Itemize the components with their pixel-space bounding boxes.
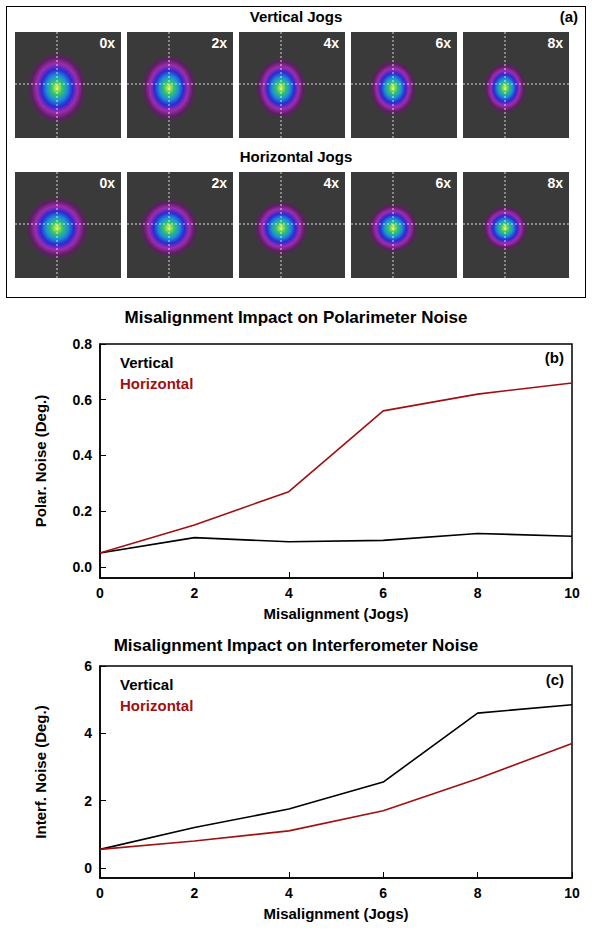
svg-text:Misalignment (Jogs): Misalignment (Jogs) xyxy=(263,605,408,622)
svg-text:2: 2 xyxy=(84,793,92,809)
svg-text:0x: 0x xyxy=(99,175,115,191)
svg-text:0.8: 0.8 xyxy=(73,336,93,352)
svg-text:0.0: 0.0 xyxy=(73,559,93,575)
svg-text:Horizontal: Horizontal xyxy=(120,375,193,392)
svg-text:Vertical: Vertical xyxy=(120,676,173,693)
svg-text:0.4: 0.4 xyxy=(73,447,93,463)
svg-text:Vertical Jogs: Vertical Jogs xyxy=(250,8,343,25)
svg-text:4x: 4x xyxy=(323,175,339,191)
svg-text:Vertical: Vertical xyxy=(120,354,173,371)
svg-text:4: 4 xyxy=(84,725,92,741)
svg-text:8x: 8x xyxy=(547,175,563,191)
svg-text:6: 6 xyxy=(379,885,387,901)
svg-text:Misalignment (Jogs): Misalignment (Jogs) xyxy=(263,905,408,922)
svg-text:Misalignment Impact on Polarim: Misalignment Impact on Polarimeter Noise xyxy=(125,308,468,327)
svg-text:4: 4 xyxy=(285,585,293,601)
svg-text:6x: 6x xyxy=(435,175,451,191)
svg-text:0x: 0x xyxy=(99,35,115,51)
svg-text:10: 10 xyxy=(564,885,580,901)
svg-text:0.2: 0.2 xyxy=(73,503,93,519)
svg-text:(a): (a) xyxy=(560,8,578,25)
svg-text:Polar. Noise (Deg.): Polar. Noise (Deg.) xyxy=(32,395,49,528)
svg-text:(b): (b) xyxy=(545,349,564,366)
svg-text:4: 4 xyxy=(285,885,293,901)
svg-text:6x: 6x xyxy=(435,35,451,51)
svg-text:0: 0 xyxy=(96,885,104,901)
svg-text:Interf. Noise (Deg.): Interf. Noise (Deg.) xyxy=(32,705,49,838)
svg-text:8: 8 xyxy=(474,585,482,601)
svg-text:2: 2 xyxy=(191,885,199,901)
svg-text:0: 0 xyxy=(84,860,92,876)
svg-text:6: 6 xyxy=(84,658,92,674)
svg-text:6: 6 xyxy=(379,585,387,601)
svg-text:(c): (c) xyxy=(546,671,564,688)
svg-text:Misalignment Impact on Interfe: Misalignment Impact on Interferometer No… xyxy=(114,636,479,655)
svg-text:10: 10 xyxy=(564,585,580,601)
svg-text:2x: 2x xyxy=(211,35,227,51)
svg-text:2: 2 xyxy=(191,585,199,601)
svg-text:8: 8 xyxy=(474,885,482,901)
svg-text:8x: 8x xyxy=(547,35,563,51)
svg-text:Horizontal Jogs: Horizontal Jogs xyxy=(240,148,353,165)
svg-text:0.6: 0.6 xyxy=(73,392,93,408)
svg-text:4x: 4x xyxy=(323,35,339,51)
svg-text:2x: 2x xyxy=(211,175,227,191)
svg-text:0: 0 xyxy=(96,585,104,601)
svg-text:Horizontal: Horizontal xyxy=(120,697,193,714)
